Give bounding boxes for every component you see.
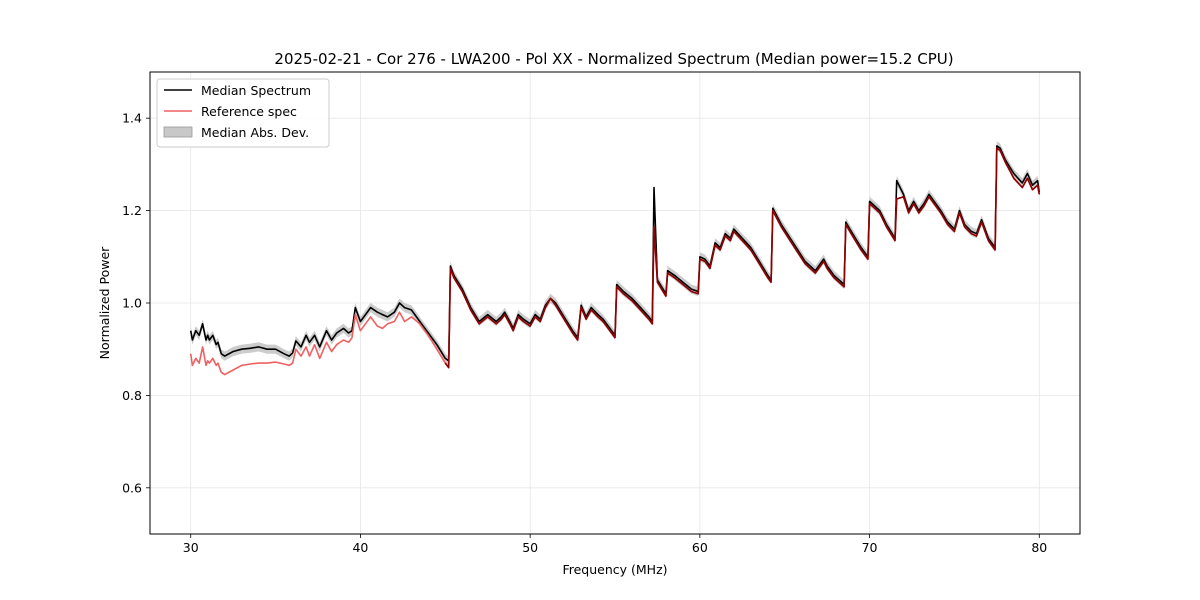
- x-tick-label: 40: [352, 540, 368, 555]
- x-axis-label: Frequency (MHz): [562, 562, 667, 577]
- legend: Median Spectrum Reference spec Median Ab…: [156, 78, 330, 148]
- legend-label-median: Median Spectrum: [201, 83, 311, 98]
- x-tick-label: 80: [1031, 540, 1047, 555]
- x-tick-label: 60: [692, 540, 708, 555]
- y-tick-label: 0.8: [122, 388, 142, 403]
- y-tick-label: 1.4: [122, 111, 142, 126]
- series-median-spectrum: [189, 145, 1041, 362]
- legend-label-reference: Reference spec: [201, 104, 297, 119]
- mad-band: [190, 141, 1040, 366]
- legend-box: [156, 78, 330, 148]
- legend-swatch-mad: [163, 126, 193, 138]
- plot-area: [189, 141, 1041, 376]
- axis-ticks: 30 40 50 60 70 80 0.6 0.8 1.0 1.2 1.4: [122, 111, 1047, 555]
- legend-label-mad: Median Abs. Dev.: [201, 125, 309, 140]
- y-axis-label: Normalized Power: [97, 246, 112, 360]
- series-reference-overlap: [444, 147, 1041, 369]
- y-tick-label: 1.0: [122, 296, 142, 311]
- x-tick-label: 70: [862, 540, 878, 555]
- y-tick-label: 1.2: [122, 203, 142, 218]
- chart-title: 2025-02-21 - Cor 276 - LWA200 - Pol XX -…: [274, 50, 953, 68]
- x-tick-label: 30: [183, 540, 199, 555]
- y-tick-label: 0.6: [122, 480, 142, 495]
- x-tick-label: 50: [522, 540, 538, 555]
